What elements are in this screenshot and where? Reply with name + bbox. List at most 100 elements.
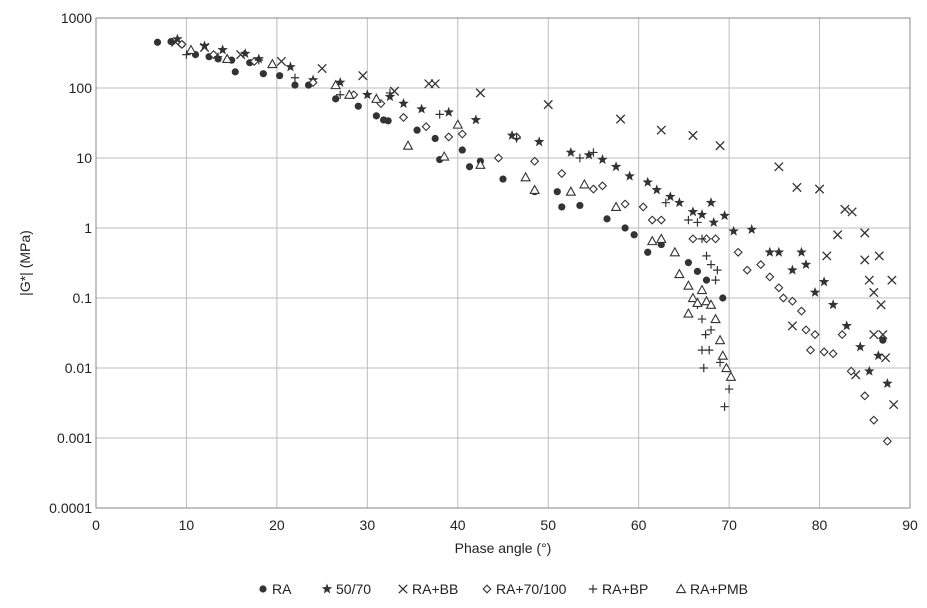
- legend-item: RA+BP: [588, 581, 648, 597]
- data-point: [697, 345, 707, 355]
- data-point: [855, 341, 866, 352]
- data-point: [610, 201, 622, 211]
- data-point: [336, 90, 345, 99]
- data-point: [805, 345, 816, 355]
- data-point: [702, 251, 711, 261]
- data-point: [583, 149, 595, 160]
- data-point: [706, 260, 716, 269]
- y-axis-ticks: 0.0001 0.001 0.01 0.1 1 10 100 1000: [49, 10, 92, 516]
- legend-marker: [675, 583, 687, 594]
- data-point: [308, 77, 318, 88]
- x-tick-label: 30: [360, 517, 376, 533]
- data-point: [728, 225, 739, 236]
- data-point: [800, 259, 812, 270]
- data-point: [688, 234, 698, 244]
- data-point: [847, 207, 857, 217]
- data-point: [291, 81, 299, 89]
- data-point: [720, 402, 729, 411]
- data-point: [706, 325, 716, 335]
- data-point: [430, 79, 440, 89]
- data-point: [217, 44, 228, 55]
- data-point: [199, 40, 210, 51]
- data-point: [236, 49, 246, 60]
- data-point: [828, 349, 838, 359]
- data-point: [733, 247, 743, 257]
- data-point: [714, 334, 726, 345]
- data-point: [701, 234, 712, 244]
- data-point: [579, 178, 590, 189]
- data-point: [371, 93, 382, 103]
- data-point: [630, 231, 638, 239]
- legend-marker: [259, 585, 267, 593]
- grid-lines: [95, 17, 911, 509]
- data-point: [818, 276, 830, 287]
- data-point: [773, 246, 785, 257]
- series-triangle: [185, 44, 737, 381]
- data-point: [588, 184, 599, 194]
- data-point: [530, 156, 540, 166]
- data-point: [655, 233, 667, 243]
- data-point: [692, 297, 703, 308]
- data-point: [889, 399, 899, 410]
- legend-item: RA: [259, 581, 292, 597]
- data-point: [372, 112, 380, 120]
- y-tick-label: 0.01: [65, 360, 92, 376]
- series-diamond: [177, 39, 892, 446]
- x-tick-label: 10: [179, 517, 195, 533]
- data-point: [721, 362, 732, 373]
- data-point: [684, 259, 693, 267]
- data-point: [687, 292, 699, 303]
- y-tick-label: 0.1: [73, 290, 93, 306]
- legend-item: RA+BB: [398, 581, 458, 597]
- data-point: [362, 89, 373, 100]
- x-tick-label: 80: [812, 517, 828, 533]
- data-point: [199, 42, 210, 53]
- data-point: [475, 159, 486, 169]
- data-point: [656, 125, 666, 135]
- data-point: [765, 272, 775, 282]
- data-point: [475, 88, 486, 98]
- data-point: [153, 38, 162, 46]
- y-tick-label: 1000: [61, 10, 92, 26]
- data-point: [651, 184, 662, 195]
- data-point: [669, 246, 681, 257]
- x-tick-label: 70: [721, 517, 737, 533]
- x-tick-label: 90: [902, 517, 918, 533]
- data-point: [819, 347, 829, 357]
- data-point: [172, 33, 183, 44]
- data-point: [457, 129, 467, 139]
- y-tick-label: 10: [76, 150, 92, 166]
- x-axis-label: Phase angle (°): [455, 540, 552, 556]
- data-point: [719, 294, 727, 302]
- data-point: [713, 265, 722, 275]
- data-point: [533, 136, 545, 147]
- data-point: [705, 345, 714, 355]
- data-point: [742, 265, 752, 275]
- data-point: [385, 88, 395, 98]
- data-point: [615, 114, 626, 124]
- data-point: [787, 264, 798, 275]
- data-point: [840, 204, 850, 214]
- data-point: [864, 365, 875, 376]
- data-point: [332, 95, 340, 103]
- data-point: [697, 234, 707, 244]
- data-point: [413, 126, 421, 134]
- data-point: [876, 300, 886, 310]
- data-point: [869, 415, 879, 425]
- data-point: [558, 203, 566, 211]
- data-point: [421, 122, 431, 132]
- data-point: [717, 350, 729, 360]
- data-point: [499, 175, 507, 183]
- data-point: [185, 44, 197, 54]
- series-star: [172, 33, 893, 388]
- data-point: [705, 197, 717, 208]
- data-point: [565, 186, 577, 196]
- data-point: [683, 280, 694, 290]
- x-tick-label: 20: [269, 517, 285, 533]
- data-point: [693, 267, 702, 275]
- data-point: [710, 234, 721, 244]
- data-point: [719, 210, 730, 221]
- data-point: [746, 224, 757, 235]
- data-point: [774, 162, 784, 172]
- series-x: [170, 37, 899, 410]
